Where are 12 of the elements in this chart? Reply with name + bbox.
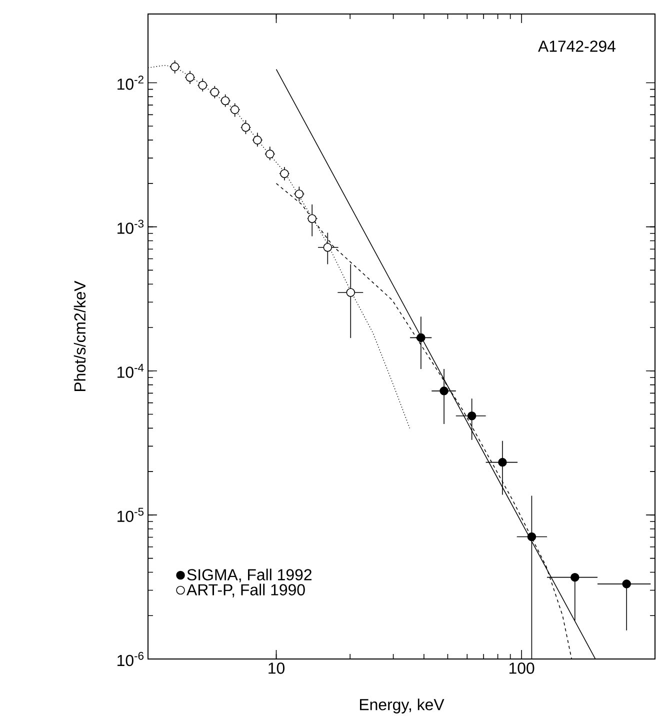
x-axis-title: Energy, keV bbox=[360, 698, 444, 714]
y-tick-label: 10$^{-6}$ bbox=[118, 652, 144, 666]
y-tick-label: 10$^{-3}$ bbox=[118, 220, 144, 234]
y-axis-title: Phot/s/cm2/keV bbox=[74, 280, 86, 392]
text: A1742-294 bbox=[538, 40, 616, 52]
legend-label: ART-P, Fall 1990 bbox=[186, 584, 305, 598]
x-tick-label: 100 bbox=[509, 662, 534, 674]
x-tick-label: 10 bbox=[268, 662, 284, 674]
legend-label: SIGMA, Fall 1992 bbox=[187, 568, 312, 582]
y-tick-label: 10$^{-4}$ bbox=[118, 364, 144, 378]
y-tick-label: 10$^{-5}$ bbox=[118, 508, 144, 522]
y-tick-label: 10$^{-2}$ bbox=[118, 76, 144, 90]
